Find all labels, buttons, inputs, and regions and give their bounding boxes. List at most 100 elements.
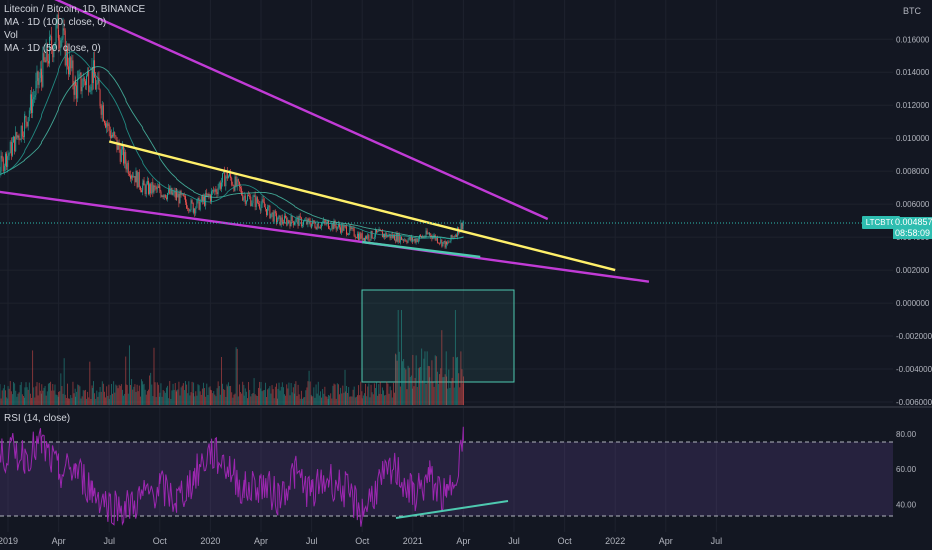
candle-body <box>288 220 290 223</box>
volume-bar <box>2 388 4 405</box>
volume-bar <box>131 379 133 405</box>
candle-body <box>314 222 316 228</box>
volume-bar <box>79 386 81 405</box>
volume-bar <box>176 390 178 405</box>
volume-bar <box>332 385 334 405</box>
volume-bar <box>299 398 301 405</box>
volume-bar <box>302 398 303 405</box>
legend-vol[interactable]: Vol <box>4 30 18 41</box>
volume-bar <box>80 398 82 405</box>
volume-bar <box>362 395 364 405</box>
volume-bar <box>125 356 127 405</box>
volume-bar <box>3 384 5 405</box>
candle-body <box>79 72 81 75</box>
candle-body <box>123 146 124 164</box>
candle-body <box>63 28 65 31</box>
volume-bar <box>114 392 116 405</box>
moving-average-line <box>0 51 464 240</box>
upper-wedge-trend-line[interactable] <box>42 0 549 221</box>
volume-bar <box>34 397 36 405</box>
candle-body <box>196 200 198 208</box>
volume-bar <box>170 398 172 405</box>
candle-body <box>99 89 101 106</box>
candle-body <box>391 234 393 238</box>
candle-body <box>408 236 410 240</box>
volume-bar <box>308 370 310 405</box>
volume-bar <box>454 310 456 405</box>
candle-body <box>448 242 450 243</box>
volume-bar <box>451 377 453 405</box>
volume-bar <box>37 395 39 405</box>
candle-body <box>95 77 97 90</box>
volume-bar <box>285 395 287 405</box>
volume-bar <box>370 384 372 405</box>
candle-body <box>223 170 225 174</box>
rsi-band <box>0 442 893 516</box>
candle-body <box>185 196 186 203</box>
volume-bar <box>292 387 294 405</box>
candle-body <box>457 227 459 237</box>
candle-body <box>189 210 191 212</box>
candle-body <box>425 230 427 237</box>
candle-body <box>435 237 437 240</box>
volume-bar <box>342 385 344 405</box>
volume-bar <box>26 387 28 405</box>
legend-ma50[interactable]: MA · 1D (50, close, 0) <box>4 43 101 54</box>
volume-bar <box>24 387 26 405</box>
candle-body <box>250 196 252 207</box>
volume-bar <box>402 361 404 405</box>
volume-bar <box>408 367 410 405</box>
candle-body <box>168 188 170 194</box>
volume-bar <box>102 383 104 405</box>
candle-body <box>108 124 110 131</box>
candle-body <box>181 193 183 195</box>
rsi-axis[interactable]: 80.00 60.00 40.00 <box>896 430 917 510</box>
candle-body <box>349 226 351 234</box>
candle-body <box>34 95 36 98</box>
candle-body <box>453 236 455 238</box>
candle-body <box>446 241 448 245</box>
candle-body <box>413 238 415 241</box>
volume-bar <box>424 351 426 405</box>
candle-body <box>159 186 161 192</box>
rsi-legend[interactable]: RSI (14, close) <box>4 413 71 424</box>
volume-bar <box>182 383 184 405</box>
resistance-trend-line[interactable] <box>108 140 616 272</box>
candle-body <box>249 195 251 197</box>
accumulation-box <box>361 289 515 383</box>
volume-bar <box>262 390 264 405</box>
candle-body <box>94 60 96 78</box>
candle-body <box>46 44 48 62</box>
volume-bar <box>337 384 339 405</box>
volume-bar <box>52 384 54 405</box>
candle-body <box>447 242 449 245</box>
support-trend-line[interactable] <box>362 240 481 259</box>
legend-symbol[interactable]: Litecoin / Bitcoin, 1D, BINANCE <box>4 4 146 15</box>
volume-bar <box>55 394 57 405</box>
time-axis[interactable]: 2019 Apr Jul Oct 2020 Apr Jul Oct 2021 Apr Jul Oct 2… <box>0 536 722 546</box>
candle-body <box>100 105 102 115</box>
volume-bar <box>328 394 329 405</box>
candle-body <box>83 77 85 82</box>
volume-bar <box>453 387 455 405</box>
volume-bar <box>146 391 148 405</box>
price-tick-label: 0.000000 <box>896 299 930 308</box>
candle-body <box>277 216 279 222</box>
volume-bar <box>318 395 320 405</box>
candle-body <box>206 192 208 196</box>
candle-body <box>150 184 152 194</box>
volume-bar <box>441 330 443 405</box>
lower-wedge-trend-line[interactable] <box>0 186 650 283</box>
volume-bar <box>156 382 158 405</box>
candle-body <box>290 215 292 227</box>
volume-bar <box>269 386 271 405</box>
volume-bar <box>365 383 366 405</box>
moving-averages <box>0 51 464 240</box>
volume-bar <box>100 391 102 405</box>
candle-body <box>73 84 75 95</box>
volume-bar <box>433 386 435 405</box>
legend-ma100[interactable]: MA · 1D (100, close, 0) <box>4 17 107 28</box>
candle-body <box>23 136 24 137</box>
volume-bar <box>119 385 121 405</box>
